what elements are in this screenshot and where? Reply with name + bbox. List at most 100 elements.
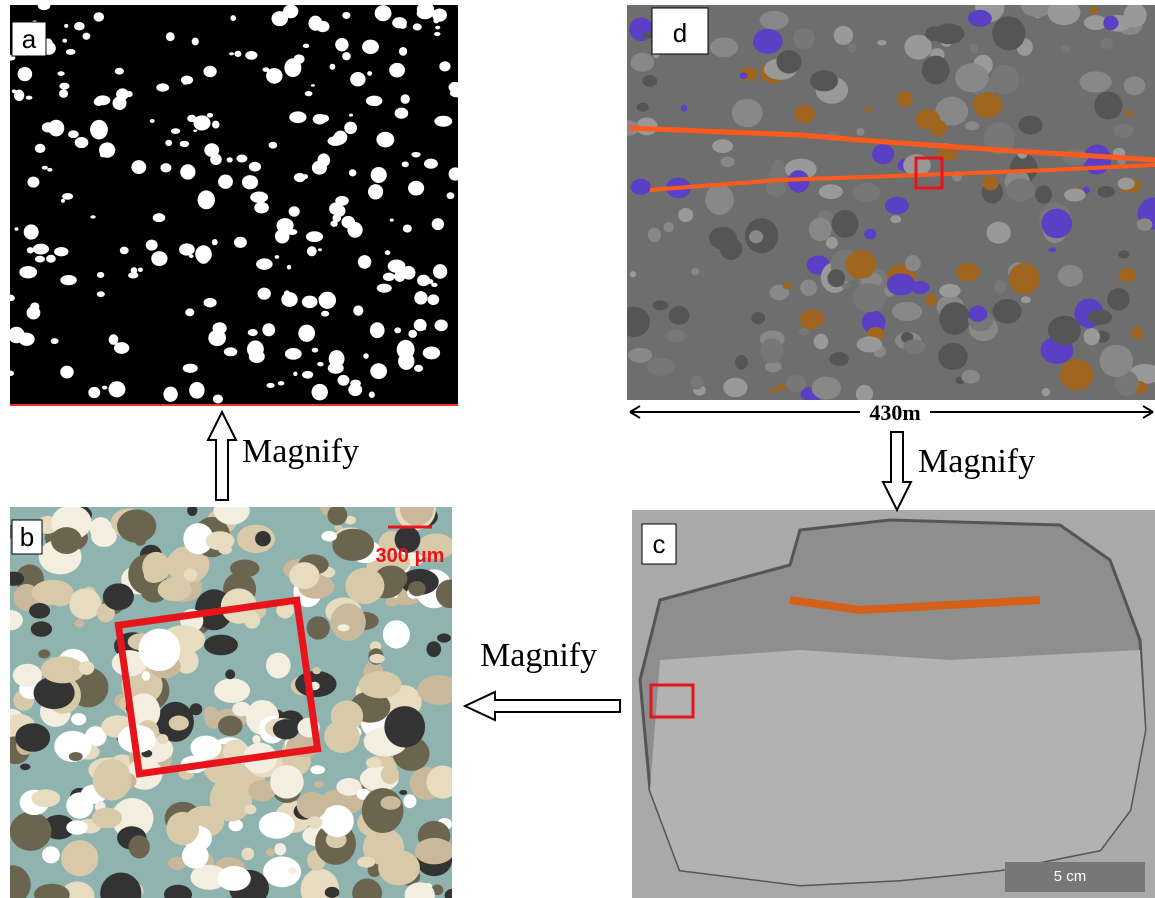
pore [424,159,438,169]
seismic-blob [776,50,801,73]
pore [302,371,313,379]
pore [389,63,405,78]
grain [50,588,71,606]
seismic-blob [1018,116,1042,135]
pore [385,250,391,255]
pore [342,12,350,19]
pore [115,68,124,75]
grain [385,597,398,606]
seismic-blob [1118,268,1136,282]
seismic-blob [1124,76,1146,95]
seismic-blob [933,24,964,45]
grain [38,649,50,658]
pore [146,240,158,251]
figure: a 300 μm b d 430m 5 cm c Magnify Magnify… [0,0,1155,898]
pore [404,226,410,231]
seismic-blob [631,179,651,195]
scale-label: 5 cm [1054,868,1087,885]
arrow-label: Magnify [242,433,359,470]
pore [287,265,291,270]
grain [312,667,321,674]
pore [193,130,197,132]
pore [163,387,177,402]
pore [236,155,247,163]
pore [42,122,55,132]
pore [377,284,392,293]
grain [324,720,360,753]
pore [433,17,439,23]
pore [35,144,46,153]
seismic-blob [678,208,693,222]
grain [327,505,347,525]
panel-label: a [22,24,37,54]
pore [38,1,51,10]
pore [287,229,297,235]
grain [244,805,256,815]
pore [138,267,143,272]
pore [180,141,190,147]
seismic-blob [751,312,765,324]
grain [399,790,407,795]
pore [185,308,194,316]
grain [138,629,180,671]
seismic-blob [897,91,912,107]
pore [411,152,420,158]
pore [151,251,167,266]
grain [380,796,400,810]
pore [258,288,271,300]
pore [30,302,39,311]
grain [383,620,410,648]
seismic-blob [667,329,685,343]
seismic-blob [939,284,960,298]
pore [334,131,348,144]
grain [0,610,23,630]
seismic-blob [732,99,763,128]
pore [131,267,138,274]
grain [431,680,449,696]
pore [26,96,33,100]
seismic-blob [852,183,880,202]
pore [397,340,415,359]
seismic-blob [969,44,978,54]
magnify-arrow [883,432,911,510]
pore [312,384,328,401]
seismic-blob [1113,124,1133,138]
seismic-blob [760,338,783,363]
pore [212,121,220,129]
pore [66,49,76,55]
seismic-blob [681,105,688,112]
pore [433,264,447,279]
pore [46,255,56,263]
pore [183,82,187,85]
pore [414,291,427,304]
seismic-blob [965,121,979,130]
pore [383,273,395,281]
seismic-blob [905,255,921,271]
grain [166,812,199,846]
pore [109,381,126,397]
seismic-blob [749,230,763,243]
grain [437,633,451,642]
pore [435,320,448,332]
grain [3,572,24,586]
pore [18,333,34,346]
pore [266,68,282,84]
seismic-blob [653,300,669,310]
pore [208,330,226,346]
pore [344,122,357,134]
pore [275,255,279,259]
pore [414,319,427,331]
seismic-blob [772,159,785,173]
grain [69,752,83,761]
grain [66,792,93,818]
seismic-blob [832,210,859,238]
pore [439,61,450,71]
seismic-blob [1126,110,1133,117]
pore [308,16,322,31]
pore [367,71,372,76]
seismic-blob [834,26,853,45]
pore [5,295,15,302]
seismic-blob [1064,188,1086,201]
pore [358,255,371,269]
seismic-blob [903,339,925,354]
